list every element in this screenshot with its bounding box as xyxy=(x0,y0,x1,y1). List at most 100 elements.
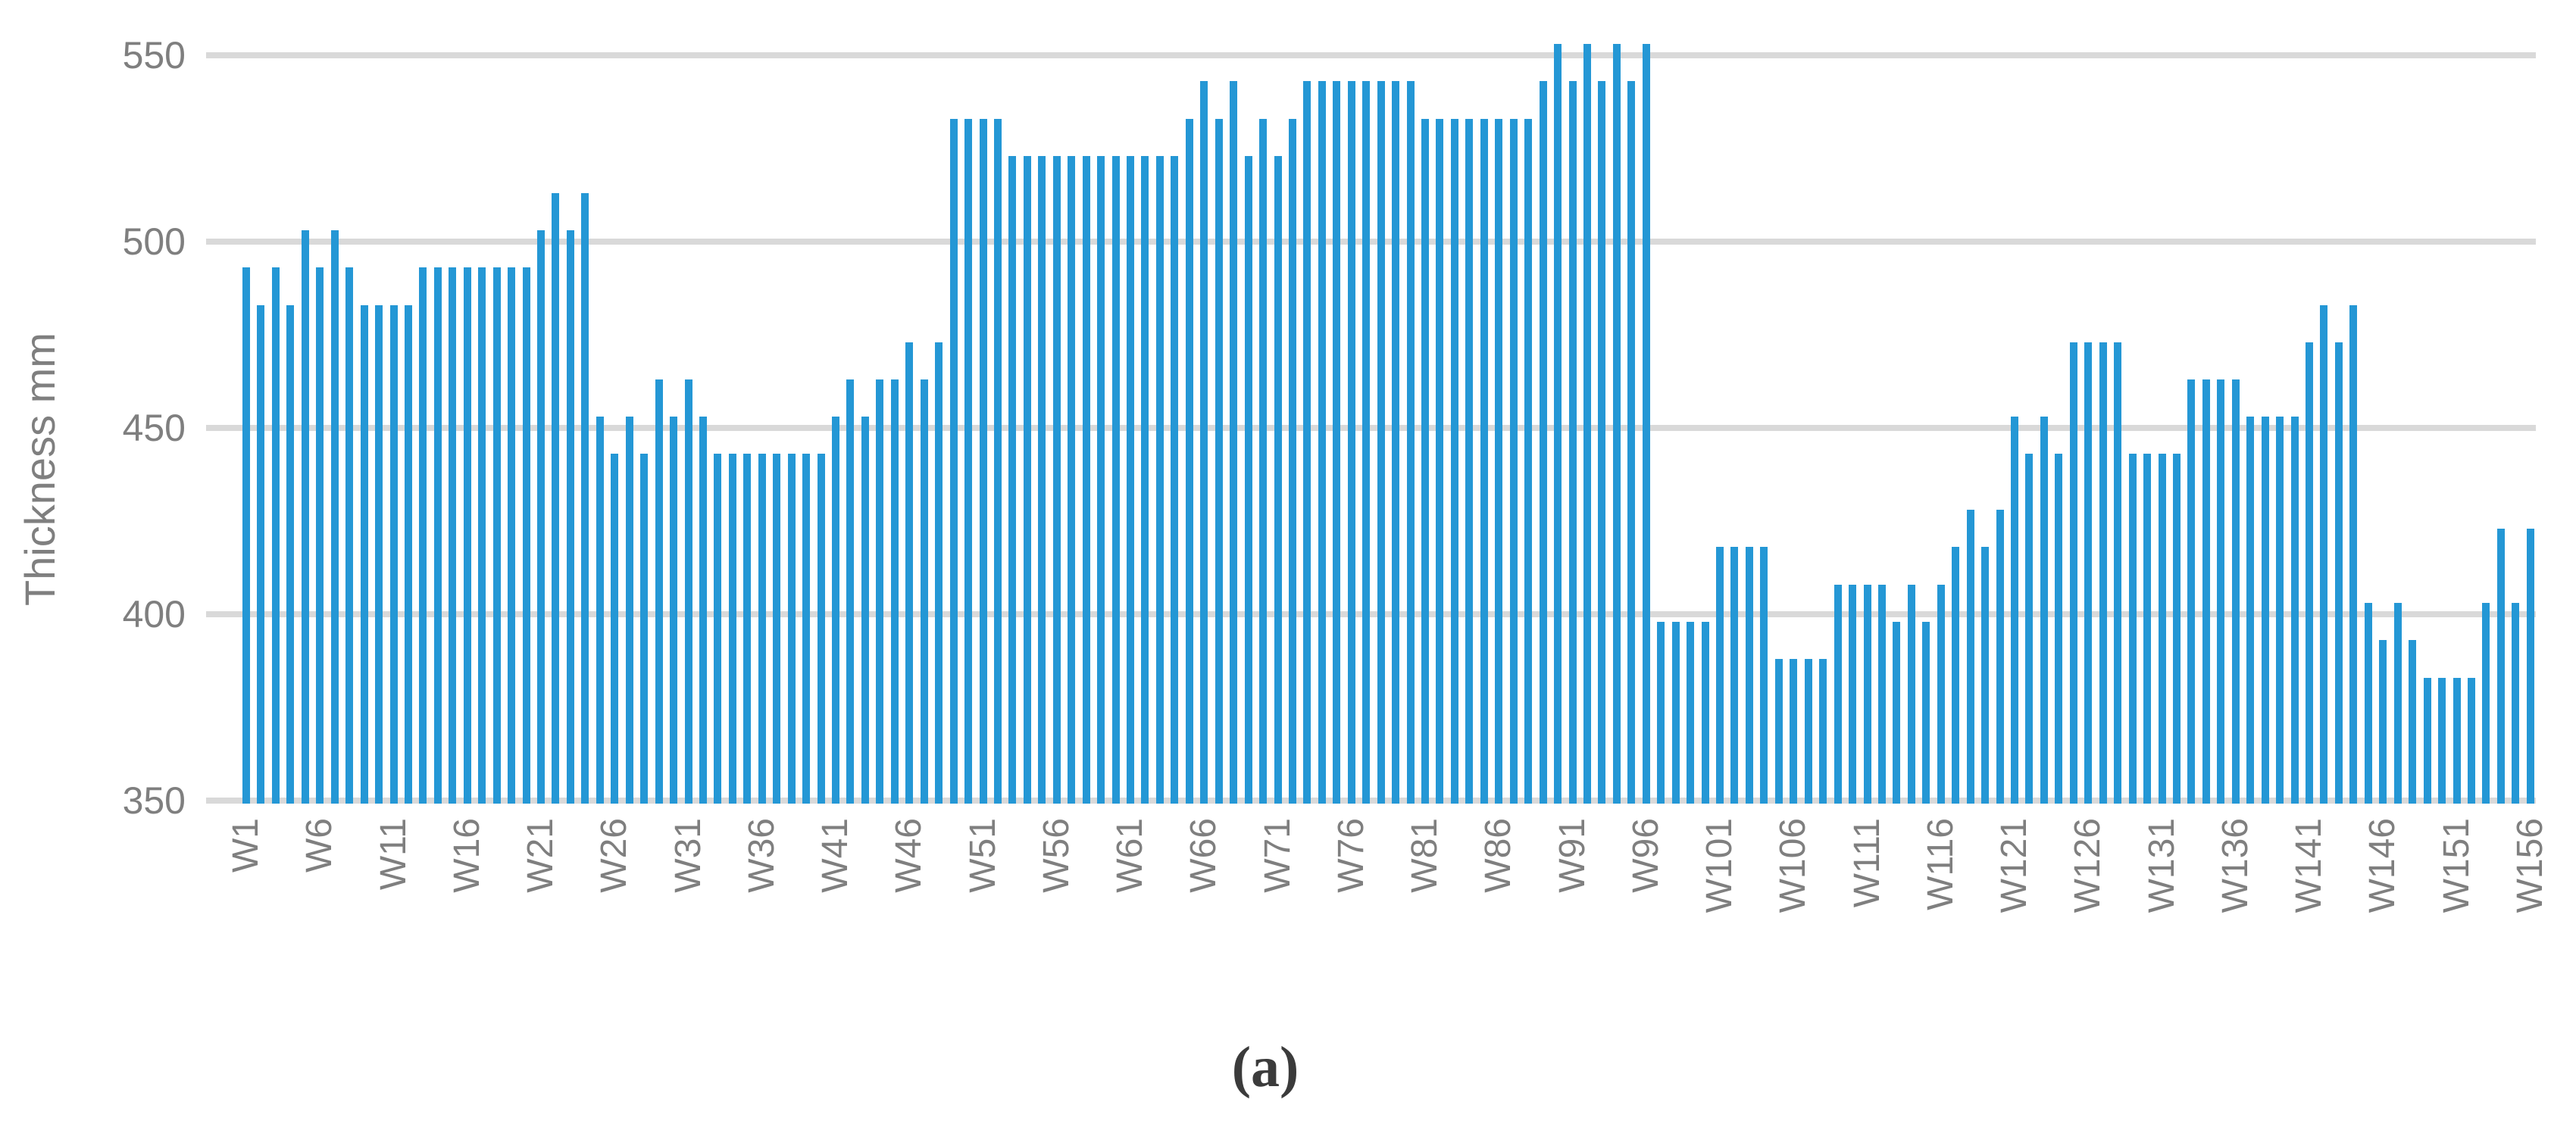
bar-W149 xyxy=(2423,677,2431,804)
bar-W38 xyxy=(787,454,796,804)
bar-W23 xyxy=(566,230,574,804)
bar-W139 xyxy=(2276,417,2284,804)
bar-W106 xyxy=(1790,659,1798,804)
bar-W21 xyxy=(537,230,545,804)
x-tick-label-W11: W11 xyxy=(373,818,414,891)
figure-caption: (a) xyxy=(1231,1035,1299,1099)
bar-W67 xyxy=(1215,118,1223,804)
bar-W36 xyxy=(758,454,766,804)
bar-W15 xyxy=(449,267,457,804)
bar-W74 xyxy=(1318,81,1326,804)
x-tick-label-W156: W156 xyxy=(2509,818,2550,913)
bar-W72 xyxy=(1288,118,1296,804)
bar-W100 xyxy=(1701,621,1709,804)
bar-W119 xyxy=(1981,547,1990,804)
x-tick-label-W26: W26 xyxy=(594,818,635,893)
bar-W122 xyxy=(2025,454,2034,804)
bar-W40 xyxy=(817,454,825,804)
bar-W152 xyxy=(2467,677,2475,804)
bar-W148 xyxy=(2409,640,2417,804)
bar-W115 xyxy=(1922,621,1930,804)
bar-W77 xyxy=(1362,81,1371,804)
bar-W143 xyxy=(2334,342,2343,804)
x-tick-label-W76: W76 xyxy=(1330,818,1371,893)
bar-W111 xyxy=(1863,584,1871,804)
bar-W98 xyxy=(1671,621,1680,804)
bar-W48 xyxy=(935,342,943,804)
y-tick-label: 550 xyxy=(122,34,186,76)
bar-W8 xyxy=(345,267,354,804)
bar-W96 xyxy=(1642,44,1650,804)
bar-W51 xyxy=(979,118,987,804)
gridline-350 xyxy=(206,798,2536,804)
bar-W69 xyxy=(1244,155,1252,804)
x-tick-label-W141: W141 xyxy=(2289,818,2329,913)
x-tick-label-W51: W51 xyxy=(962,818,1003,893)
bar-W155 xyxy=(2512,603,2520,804)
x-tick-label-W106: W106 xyxy=(1773,818,1814,913)
bar-W47 xyxy=(920,379,928,804)
x-tick-label-W121: W121 xyxy=(1994,818,2034,913)
bar-W78 xyxy=(1377,81,1385,804)
bar-W2 xyxy=(257,304,265,804)
bar-W37 xyxy=(773,454,781,804)
bar-W116 xyxy=(1937,584,1945,804)
x-tick-label-W16: W16 xyxy=(446,818,487,893)
bar-W121 xyxy=(2011,417,2018,804)
bar-W137 xyxy=(2246,417,2255,804)
bar-W120 xyxy=(1996,510,2004,804)
bar-W68 xyxy=(1230,81,1238,804)
bar-W75 xyxy=(1333,81,1341,804)
x-tick-label-W116: W116 xyxy=(1920,818,1961,910)
bar-W109 xyxy=(1834,584,1842,804)
bar-W112 xyxy=(1877,584,1886,804)
bar-W27 xyxy=(625,417,633,804)
x-tick-label-W131: W131 xyxy=(2141,818,2182,913)
x-tick-label-W41: W41 xyxy=(815,818,855,893)
bar-W64 xyxy=(1171,155,1179,804)
bar-W125 xyxy=(2069,342,2077,804)
bar-W102 xyxy=(1730,547,1739,804)
bar-W150 xyxy=(2438,677,2446,804)
x-tick-label-W31: W31 xyxy=(667,818,708,893)
bar-W63 xyxy=(1155,155,1164,804)
bar-W42 xyxy=(846,379,855,804)
bar-W110 xyxy=(1849,584,1857,804)
bar-W133 xyxy=(2187,379,2196,804)
bar-W80 xyxy=(1406,81,1415,804)
bar-W49 xyxy=(949,118,958,804)
bar-W53 xyxy=(1008,155,1017,804)
bar-W57 xyxy=(1068,155,1076,804)
bar-W39 xyxy=(802,454,811,804)
bar-W117 xyxy=(1952,547,1960,804)
bar-W76 xyxy=(1347,81,1355,804)
bar-W18 xyxy=(492,267,501,804)
bar-W25 xyxy=(596,417,604,804)
bar-W86 xyxy=(1495,118,1503,804)
bar-W81 xyxy=(1421,118,1429,804)
bar-W17 xyxy=(478,267,486,804)
y-axis-title: Thickness mm xyxy=(16,333,64,606)
x-tick-label-W96: W96 xyxy=(1625,818,1666,893)
x-tick-label-W136: W136 xyxy=(2215,818,2256,913)
x-tick-label-W66: W66 xyxy=(1183,818,1224,893)
bar-W132 xyxy=(2172,454,2181,804)
bar-W52 xyxy=(993,118,1002,804)
bar-W135 xyxy=(2217,379,2225,804)
gridline-400 xyxy=(206,611,2536,617)
bar-W101 xyxy=(1716,547,1724,804)
bar-W84 xyxy=(1465,118,1474,804)
bar-W33 xyxy=(714,454,722,804)
bar-W12 xyxy=(404,304,412,804)
gridline-450 xyxy=(206,425,2536,431)
bar-W73 xyxy=(1303,81,1311,804)
x-tick-label-W61: W61 xyxy=(1110,818,1150,893)
bar-W32 xyxy=(699,417,707,804)
x-tick-label-W46: W46 xyxy=(889,818,930,893)
bar-W99 xyxy=(1687,621,1695,804)
x-tick-label-W1: W1 xyxy=(226,818,266,873)
bar-W105 xyxy=(1774,659,1783,804)
bar-W71 xyxy=(1274,155,1282,804)
bar-W19 xyxy=(508,267,516,804)
bar-W9 xyxy=(360,304,368,804)
